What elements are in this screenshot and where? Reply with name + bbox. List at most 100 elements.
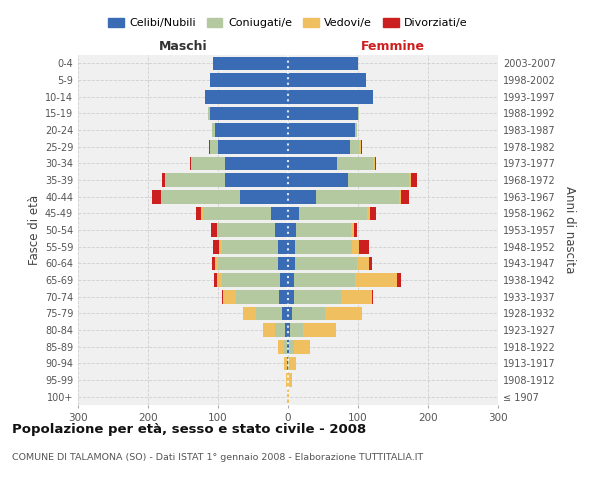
- Bar: [355, 273, 397, 287]
- Bar: [203, 206, 271, 220]
- Bar: [205, 90, 288, 104]
- Bar: [218, 256, 277, 270]
- Bar: [293, 340, 310, 353]
- Bar: [409, 173, 410, 187]
- Bar: [214, 273, 217, 287]
- Bar: [287, 356, 288, 370]
- Bar: [215, 256, 218, 270]
- Bar: [217, 273, 222, 287]
- Bar: [293, 290, 341, 304]
- Bar: [243, 306, 256, 320]
- Bar: [288, 223, 296, 237]
- Bar: [285, 323, 288, 337]
- Text: COMUNE DI TALAMONA (SO) - Dati ISTAT 1° gennaio 2008 - Elaborazione TUTTITALIA.I: COMUNE DI TALAMONA (SO) - Dati ISTAT 1° …: [12, 452, 423, 462]
- Bar: [256, 306, 283, 320]
- Bar: [303, 323, 337, 337]
- Bar: [316, 190, 398, 203]
- Bar: [288, 190, 316, 203]
- Bar: [152, 190, 161, 203]
- Bar: [222, 290, 223, 304]
- Bar: [295, 240, 352, 254]
- Bar: [225, 173, 288, 187]
- Bar: [220, 240, 221, 254]
- Bar: [288, 306, 292, 320]
- Bar: [288, 273, 293, 287]
- Bar: [289, 340, 293, 353]
- Bar: [288, 106, 358, 120]
- Bar: [277, 240, 288, 254]
- Bar: [280, 273, 288, 287]
- Bar: [283, 306, 288, 320]
- Bar: [359, 140, 361, 153]
- Bar: [275, 323, 285, 337]
- Bar: [235, 290, 279, 304]
- Bar: [341, 290, 372, 304]
- Bar: [222, 273, 280, 287]
- Bar: [225, 156, 288, 170]
- Bar: [218, 223, 275, 237]
- Bar: [397, 273, 401, 287]
- Bar: [292, 306, 325, 320]
- Legend: Celibi/Nubili, Coniugati/e, Vedovi/e, Divorziati/e: Celibi/Nubili, Coniugati/e, Vedovi/e, Di…: [104, 13, 472, 32]
- Bar: [241, 190, 288, 203]
- Bar: [355, 123, 358, 137]
- Bar: [354, 223, 356, 237]
- Bar: [166, 173, 225, 187]
- Bar: [201, 206, 203, 220]
- Bar: [279, 290, 288, 304]
- Bar: [263, 323, 275, 337]
- Text: Maschi: Maschi: [158, 40, 208, 54]
- Bar: [370, 206, 376, 220]
- Bar: [209, 140, 218, 153]
- Bar: [288, 90, 373, 104]
- Bar: [190, 156, 191, 170]
- Bar: [296, 223, 351, 237]
- Bar: [161, 190, 162, 203]
- Bar: [212, 123, 215, 137]
- Bar: [215, 123, 288, 137]
- Bar: [289, 356, 296, 370]
- Bar: [288, 256, 295, 270]
- Bar: [191, 156, 225, 170]
- Bar: [278, 340, 284, 353]
- Bar: [211, 223, 217, 237]
- Y-axis label: Anni di nascita: Anni di nascita: [563, 186, 575, 274]
- Bar: [337, 156, 373, 170]
- Bar: [288, 140, 350, 153]
- Y-axis label: Fasce di età: Fasce di età: [28, 195, 41, 265]
- Bar: [286, 373, 288, 387]
- Bar: [410, 173, 417, 187]
- Bar: [162, 190, 241, 203]
- Bar: [288, 356, 289, 370]
- Bar: [347, 173, 409, 187]
- Bar: [213, 240, 220, 254]
- Bar: [293, 273, 355, 287]
- Bar: [165, 173, 166, 187]
- Bar: [209, 73, 288, 87]
- Bar: [196, 206, 201, 220]
- Bar: [351, 223, 354, 237]
- Bar: [372, 290, 373, 304]
- Bar: [288, 323, 290, 337]
- Bar: [295, 256, 356, 270]
- Bar: [359, 240, 368, 254]
- Bar: [288, 123, 355, 137]
- Bar: [284, 340, 287, 353]
- Bar: [212, 256, 215, 270]
- Bar: [325, 306, 361, 320]
- Bar: [209, 106, 288, 120]
- Bar: [290, 323, 303, 337]
- Bar: [208, 106, 209, 120]
- Bar: [287, 390, 288, 404]
- Bar: [358, 106, 359, 120]
- Bar: [288, 173, 347, 187]
- Bar: [288, 290, 293, 304]
- Bar: [398, 190, 401, 203]
- Bar: [213, 56, 288, 70]
- Bar: [356, 256, 369, 270]
- Text: Popolazione per età, sesso e stato civile - 2008: Popolazione per età, sesso e stato civil…: [12, 422, 366, 436]
- Bar: [375, 156, 376, 170]
- Bar: [218, 140, 288, 153]
- Bar: [287, 340, 288, 353]
- Bar: [217, 223, 218, 237]
